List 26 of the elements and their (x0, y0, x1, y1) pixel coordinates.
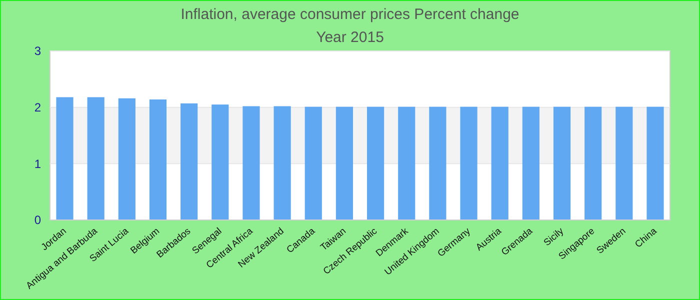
bar (242, 106, 260, 220)
bar (616, 106, 633, 220)
y-tick-label: 0 (34, 213, 42, 228)
y-tick-label: 2 (34, 100, 42, 115)
bar (149, 99, 167, 220)
bar (56, 97, 74, 220)
bar (460, 106, 478, 220)
bar (646, 106, 664, 220)
bar (491, 106, 508, 220)
bar (304, 106, 322, 220)
chart-subtitle: Year 2015 (316, 29, 384, 46)
bar (118, 98, 136, 220)
bar (398, 106, 416, 220)
bar (212, 104, 229, 220)
bar (366, 106, 384, 220)
bar (336, 106, 354, 220)
y-tick-label: 3 (34, 44, 42, 58)
bar (522, 106, 540, 220)
bar (274, 106, 291, 220)
bar (180, 103, 198, 220)
chart-title: Inflation, average consumer prices Percent change (180, 6, 520, 23)
bar (429, 106, 446, 220)
bar (584, 106, 602, 220)
bar (553, 106, 571, 220)
y-tick-label: 1 (34, 156, 42, 171)
bar (87, 97, 104, 220)
